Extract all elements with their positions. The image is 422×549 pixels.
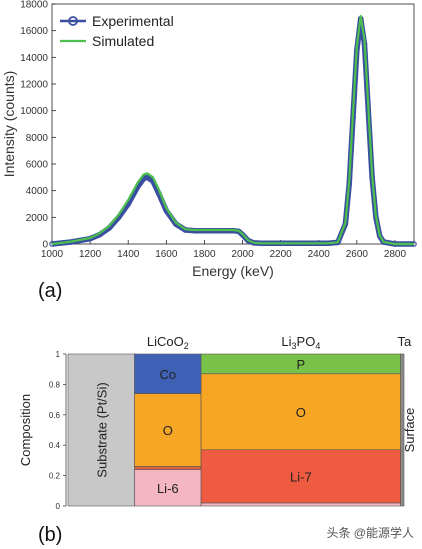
x-tick-label: 1400 [117, 249, 140, 260]
y-tick-label: 0.8 [49, 380, 61, 389]
legend-label: Experimental [92, 13, 174, 29]
composition-segment [200, 449, 401, 504]
x-tick-label: 2800 [384, 249, 407, 260]
y-tick-label: 0.6 [49, 411, 61, 420]
y-axis-label: Intensity (counts) [1, 71, 17, 178]
legend-marker [68, 16, 78, 26]
y-tick-label: 6000 [26, 160, 49, 171]
series-point [144, 174, 151, 181]
column-header: Ta [397, 334, 412, 349]
y-axis-label: Composition [18, 394, 33, 466]
y-tick-label: 10000 [20, 106, 48, 117]
y-tick-label: 18000 [20, 0, 48, 11]
y-tick-label: 2000 [26, 213, 49, 224]
segment-label: Li-7 [290, 469, 312, 484]
y-tick-label: 16000 [20, 26, 48, 37]
segment-label: P [297, 357, 306, 372]
y-tick-label: 0 [56, 502, 61, 511]
segment-label: O [163, 423, 173, 438]
composition-segment [67, 353, 135, 507]
x-tick-label: 2000 [231, 249, 254, 260]
y-tick-label: 12000 [20, 80, 48, 91]
spectrum-chart: 1000 1200 1400 1600 1800 2000 2200 2400 2600 2800… [1, 0, 417, 279]
x-tick-label: 1600 [155, 249, 178, 260]
column-rotated-label: Substrate (Pt/Si) [94, 382, 109, 477]
y-tick-label: 4000 [26, 186, 49, 197]
x-tick-label: 1200 [79, 249, 102, 260]
x-tick-label: 1800 [193, 249, 216, 260]
composition-segment [200, 502, 401, 507]
series-line-simulated [51, 14, 414, 246]
panel-label-a: (a) [38, 280, 63, 302]
composition-segment [400, 353, 405, 507]
y-tick-label: 8000 [26, 133, 49, 144]
column-rotated-label: Surface [402, 408, 417, 453]
y-tick-label: 0.2 [49, 472, 61, 481]
y-tick-label: 0.4 [49, 441, 61, 450]
segment-label: O [296, 405, 306, 420]
y-tick-label: 0 [42, 240, 48, 251]
x-tick-label: 1000 [41, 249, 64, 260]
composition-segment [134, 469, 202, 507]
watermark-text: 头条 @能源学人 [326, 526, 414, 540]
column-header: LiCoO2 [147, 334, 189, 351]
composition-chart: 0 0.2 0.4 0.6 0.8 1 Composition Substrate (Pt/S… [18, 334, 417, 511]
column-header: Li3PO4 [281, 334, 320, 351]
y-tick-label: 1 [56, 350, 61, 359]
x-axis-label: Energy (keV) [192, 263, 274, 279]
composition-segment [134, 353, 202, 394]
segment-label: Li-6 [157, 481, 179, 496]
x-tick-label: 2600 [346, 249, 369, 260]
x-tick-label: 2400 [308, 249, 331, 260]
legend-label: Simulated [92, 33, 154, 49]
segment-label: Co [159, 367, 176, 382]
composition-segment [134, 393, 202, 467]
panel-label-b: (b) [38, 524, 63, 546]
x-tick-label: 2200 [270, 249, 293, 260]
series-point [239, 231, 246, 238]
y-tick-label: 14000 [20, 53, 48, 64]
composition-segment [134, 466, 202, 470]
